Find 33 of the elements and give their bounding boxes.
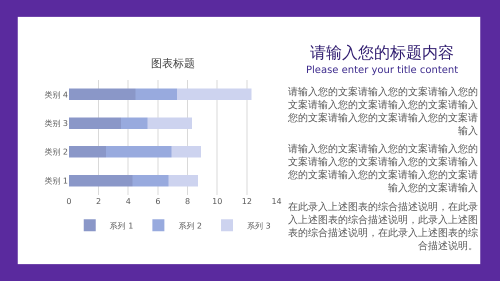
bar xyxy=(171,146,201,158)
x-tick-label: 10 xyxy=(212,197,222,206)
bar xyxy=(106,146,172,158)
bar xyxy=(168,174,198,186)
legend-label: 系列 2 xyxy=(178,221,202,230)
text: 请输入您的标题内容 xyxy=(310,43,454,62)
y-tick-label: 类别 4 xyxy=(44,90,68,100)
bar xyxy=(136,88,178,100)
legend-label: 系列 3 xyxy=(247,221,271,230)
x-tick-label: 6 xyxy=(155,197,160,206)
bar xyxy=(132,174,168,186)
bar xyxy=(148,117,192,129)
bar xyxy=(120,117,148,129)
text: 请输入您的文案请输入您的文案请输入您的文案请输入您的文案请输入您的文案请输入您的文案请输入您的文案请输入您的文案请输入 xyxy=(287,86,478,137)
bar xyxy=(68,174,133,186)
chart-title: 图表标题 xyxy=(151,57,195,70)
bar xyxy=(68,88,136,100)
y-tick-label: 类别 1 xyxy=(44,176,68,186)
y-tick-label: 类别 2 xyxy=(44,148,68,157)
legend-label: 系列 1 xyxy=(110,221,134,230)
text: 请输入您的文案请输入您的文案请输入您的文案请输入您的文案请输入您的文案请输入您的文案请输入您的文案请输入您的文案请输入您的文案请输入 xyxy=(287,143,478,194)
bar xyxy=(68,146,106,158)
text: 在此录入上述图表的综合描述说明，在此录入上述图表的综合描述说明，此录入上述图表的综合描述说明，在此录入上述图表的综合描述说明。 xyxy=(288,201,478,252)
x-tick-label: 8 xyxy=(185,197,190,206)
bar xyxy=(68,117,121,129)
x-tick-label: 0 xyxy=(66,197,72,206)
text: Please enter your title content xyxy=(306,65,458,76)
x-tick-label: 14 xyxy=(271,197,282,206)
x-tick-label: 2 xyxy=(96,197,102,206)
y-tick-label: 类别 3 xyxy=(44,118,68,128)
x-tick-label: 4 xyxy=(126,197,131,206)
bar xyxy=(177,88,252,100)
x-tick-label: 12 xyxy=(242,197,252,206)
